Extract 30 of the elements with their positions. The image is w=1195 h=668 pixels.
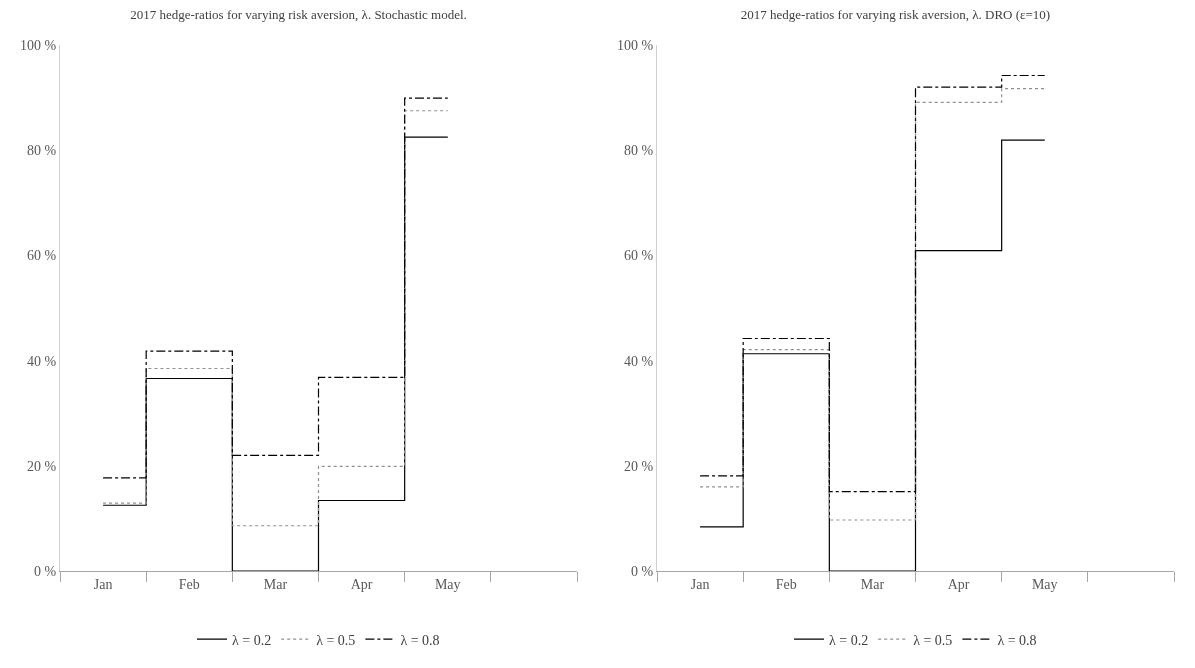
x-tick-label: Mar [860,576,885,592]
y-tick-label: 60 % [624,248,654,264]
x-tick-label: May [434,576,461,592]
x-tick-label: Mar [263,576,288,592]
y-tick-label: 0 % [34,563,57,579]
x-tick-label: Apr [350,576,373,592]
x-tick-label: Apr [947,576,970,592]
legend-label: λ = 0.5 [913,632,953,648]
y-tick-label: 20 % [624,458,654,474]
x-tick-label: Jan [690,576,710,592]
x-tick-label: Feb [178,576,200,592]
legend-label: λ = 0.5 [316,632,356,648]
legend-label: λ = 0.2 [232,632,272,648]
y-tick-label: 20 % [27,458,57,474]
legend-label: λ = 0.2 [829,632,869,648]
y-tick-label: 0 % [631,563,654,579]
x-tick-label: Jan [93,576,113,592]
x-tick-label: Feb [775,576,797,592]
x-tick-label: May [1031,576,1058,592]
y-tick-label: 40 % [27,353,57,369]
chart-title: 2017 hedge-ratios for varying risk aversion, λ. Stochastic model. [130,7,467,23]
y-tick-label: 80 % [27,143,57,159]
y-tick-label: 40 % [624,353,654,369]
legend-label: λ = 0.8 [997,632,1037,648]
legend-label: λ = 0.8 [400,632,440,648]
y-tick-label: 80 % [624,143,654,159]
y-tick-label: 100 % [617,37,654,53]
chart-title: 2017 hedge-ratios for varying risk aversion, λ. DRO (ε=10) [740,7,1051,23]
y-tick-label: 100 % [20,37,57,53]
y-tick-label: 60 % [27,248,57,264]
